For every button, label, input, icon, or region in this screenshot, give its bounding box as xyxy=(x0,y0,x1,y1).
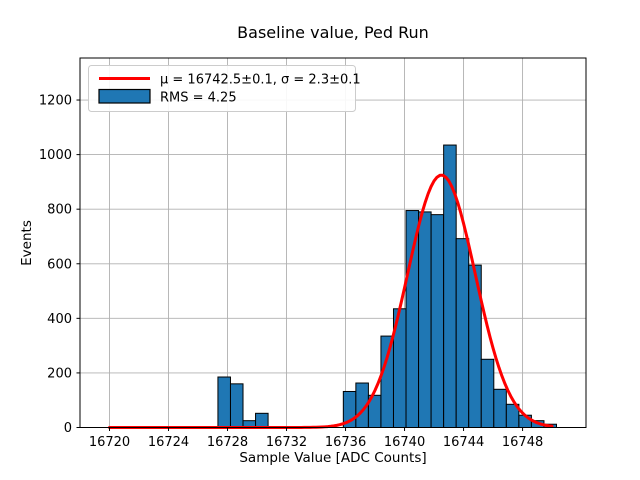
x-tick-label: 16720 xyxy=(89,435,130,450)
legend-fit-label: μ = 16742.5±0.1, σ = 2.3±0.1 xyxy=(160,73,361,88)
histogram-bar xyxy=(480,358,495,428)
axis-ticks xyxy=(76,99,524,431)
histogram-bar xyxy=(217,376,231,429)
y-tick-label: 800 xyxy=(47,203,72,218)
x-tick-label: 16740 xyxy=(384,435,425,450)
y-tick-label: 1000 xyxy=(39,148,72,163)
histogram-bar xyxy=(255,412,269,428)
x-tick-label: 16736 xyxy=(325,435,366,450)
histogram-bar xyxy=(418,211,432,428)
x-tick-label: 16724 xyxy=(148,435,189,450)
axis-tick-labels: 16720 16724 16728 16732 16736 16740 16744 16748… xyxy=(39,94,543,450)
legend-patch-marker xyxy=(98,88,151,104)
histogram-bar xyxy=(229,383,244,429)
histogram-bar xyxy=(443,144,457,428)
histogram-bar xyxy=(430,214,445,428)
chart-title: Baseline value, Ped Run xyxy=(237,23,429,42)
y-tick-label: 200 xyxy=(47,366,72,381)
y-tick-label: 400 xyxy=(47,312,72,327)
y-tick-label: 0 xyxy=(64,421,72,436)
histogram-bars xyxy=(217,144,557,429)
histogram-bar xyxy=(405,210,420,428)
histogram-bar xyxy=(455,238,470,428)
histogram-bar xyxy=(493,388,507,428)
y-axis-label: Events xyxy=(19,220,35,266)
y-tick-label: 1200 xyxy=(39,94,72,109)
y-tick-label: 600 xyxy=(47,257,72,272)
legend: μ = 16742.5±0.1, σ = 2.3±0.1 RMS = 4.25 xyxy=(88,65,361,112)
plot-border xyxy=(79,57,587,428)
x-tick-label: 16744 xyxy=(443,435,484,450)
legend-frame xyxy=(88,65,356,112)
histogram-bar xyxy=(380,335,394,429)
x-tick-label: 16732 xyxy=(266,435,307,450)
x-axis-label: Sample Value [ADC Counts] xyxy=(239,450,426,466)
x-tick-label: 16748 xyxy=(502,435,543,450)
x-tick-label: 16728 xyxy=(207,435,248,450)
grid-lines xyxy=(80,58,586,428)
legend-rms-label: RMS = 4.25 xyxy=(160,91,237,106)
